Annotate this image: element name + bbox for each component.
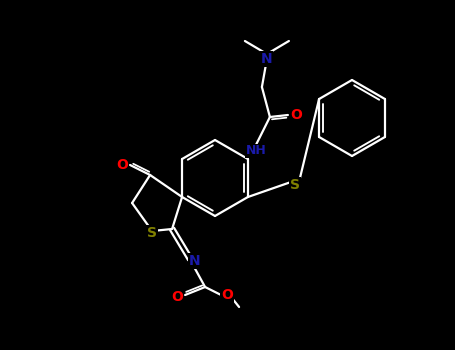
Text: N: N <box>188 254 200 268</box>
Text: O: O <box>221 288 233 302</box>
Text: S: S <box>147 226 157 240</box>
Text: NH: NH <box>246 145 266 158</box>
Text: N: N <box>261 52 273 66</box>
Text: O: O <box>116 158 128 172</box>
Text: O: O <box>290 108 302 122</box>
Text: S: S <box>290 178 300 192</box>
Text: O: O <box>171 290 183 304</box>
